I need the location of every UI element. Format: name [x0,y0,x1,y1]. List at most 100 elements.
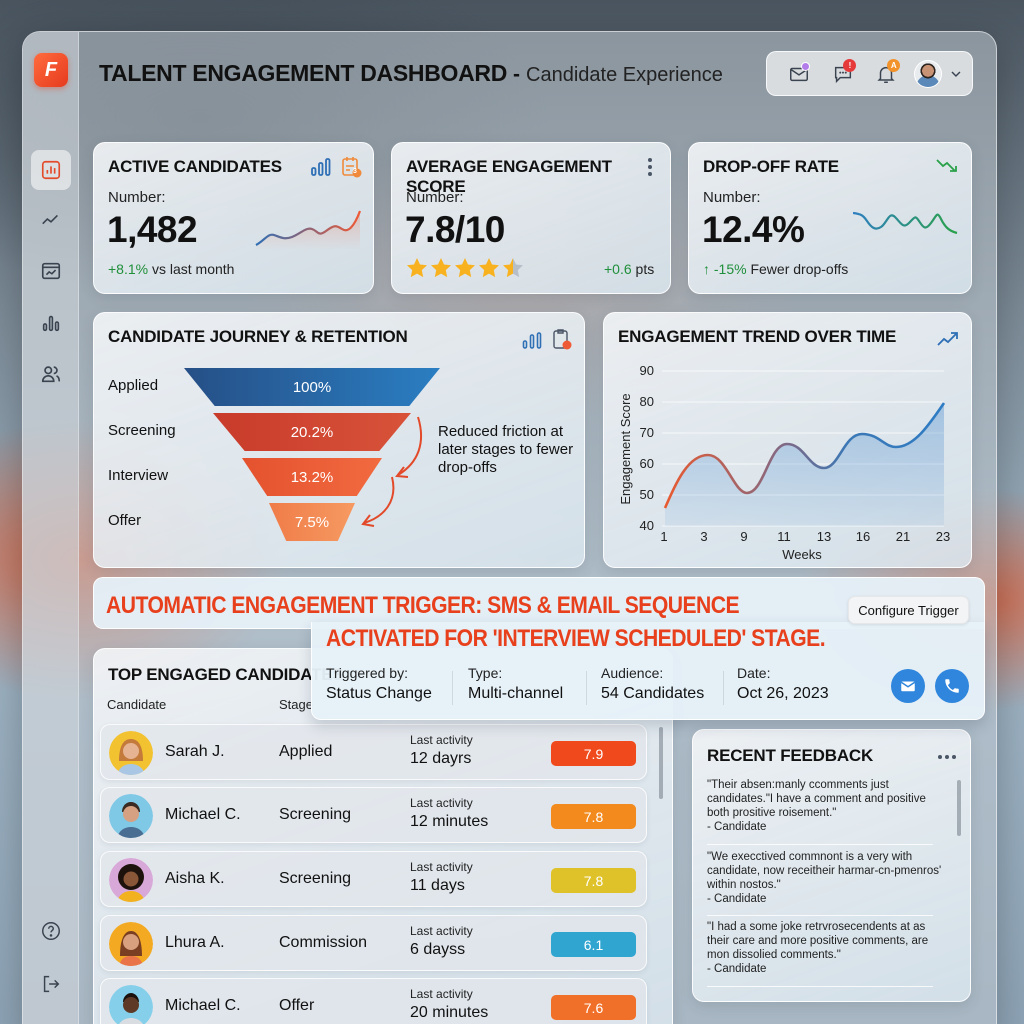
bar-chart-icon[interactable] [522,331,542,349]
candidate-row[interactable]: Michael C. Offer Last activity 20 minute… [100,978,647,1024]
card-title: ENGAGEMENT TREND OVER TIME [618,327,897,346]
candidate-stage: Applied [279,743,333,760]
notifications-button[interactable]: A [864,58,908,89]
calendar-clipboard-icon[interactable] [340,155,362,179]
chat-button[interactable]: ! [821,58,865,89]
dashboard-title: TALENT ENGAGEMENT DASHBOARD [99,60,508,86]
candidate-stage: Offer [279,997,315,1014]
last-activity-value: 20 minutes [410,1004,489,1021]
sidebar-item-analytics[interactable] [31,303,71,343]
sidebar-item-dashboard[interactable] [31,150,71,190]
title-separator: - [513,63,521,86]
funnel-segment-interview[interactable]: 13.2% [242,458,382,496]
kpi-value: 12.4% [702,209,805,250]
trend-line-icon [42,214,59,225]
candidate-row[interactable]: Michael C. Screening Last activity 12 mi… [100,787,647,843]
svg-text:Weeks: Weeks [782,547,822,562]
last-activity-value: 11 days [410,877,465,894]
score-badge: 7.8 [551,868,636,893]
logout-button[interactable] [31,964,71,1004]
svg-text:50: 50 [640,487,654,502]
candidate-name: Sarah J. [165,743,225,760]
sidebar-item-reports[interactable] [31,251,71,291]
feedback-text: "I had a some joke retrvrosecendents at … [707,921,929,961]
star-rating-icon [407,258,523,278]
card-title: TOP ENGAGED CANDIDATES [108,665,344,684]
call-button[interactable] [935,669,969,703]
chat-badge: ! [843,58,857,72]
last-activity-label: Last activity [410,860,473,874]
last-activity-value: 12 minutes [410,813,489,830]
user-avatar[interactable] [914,59,943,88]
avatar [109,794,153,838]
candidate-stage: Screening [279,806,352,823]
last-activity-label: Last activity [410,796,473,810]
kpi-delta: ↑ -15% Fewer drop-offs [703,261,849,277]
messages-button[interactable] [777,59,821,89]
svg-text:80: 80 [640,394,654,409]
svg-text:90: 90 [640,363,654,378]
clipboard-badge: 3 [353,168,357,175]
chart-window-icon [41,262,61,280]
last-activity-label: Last activity [410,733,473,747]
logout-icon [43,975,60,993]
funnel-label-interview: Interview [108,467,169,484]
candidate-row[interactable]: Lhura A. Commission Last activity 6 days… [100,915,647,971]
scrollbar[interactable] [957,780,961,836]
kpi-drop-off-rate: DROP-OFF RATE Number: 12.4% ↑ -15% Fewer… [688,142,972,294]
mail-icon [900,681,916,692]
trigger-headline: AUTOMATIC ENGAGEMENT TRIGGER: SMS & EMAI… [106,592,740,619]
sidebar: F [23,32,79,1024]
svg-text:60: 60 [640,456,654,471]
phone-icon [945,679,959,693]
meta-type: Type: Multi-channel [468,665,564,702]
score-badge: 7.8 [551,804,636,829]
chevron-down-icon[interactable] [950,68,962,80]
last-activity-value: 12 dayrs [410,750,472,767]
recent-feedback-card: RECENT FEEDBACK "Their absen:manly ccomm… [692,729,971,1002]
funnel-segment-screening[interactable]: 20.2% [213,413,411,451]
sidebar-item-trends[interactable] [31,200,71,240]
dashboard-subtitle: Candidate Experience [526,64,723,86]
feedback-author: - Candidate [707,893,767,905]
meta-triggered-by: Triggered by: Status Change [326,665,432,702]
avatar [109,731,153,775]
more-vertical-icon[interactable] [645,157,655,177]
funnel-segment-applied[interactable]: 100% [184,368,440,406]
funnel-note: Reduced friction at later stages to fewe… [438,423,574,476]
feedback-item: "We execctived commnont is a very with c… [707,850,947,906]
svg-text:11: 11 [777,529,791,544]
more-horizontal-icon[interactable] [937,754,957,760]
trend-up-icon[interactable] [937,331,959,347]
configure-trigger-button[interactable]: Configure Trigger [848,596,969,624]
card-title: ACTIVE CANDIDATES [108,157,282,176]
svg-text:9: 9 [740,529,747,544]
candidate-row[interactable]: Sarah J. Applied Last activity 12 dayrs … [100,724,647,780]
candidate-row[interactable]: Aisha K. Screening Last activity 11 days… [100,851,647,907]
engagement-trend-card: ENGAGEMENT TREND OVER TIME 90 80 70 60 50 40… [603,312,972,568]
divider [452,671,453,705]
divider [723,671,724,705]
clipboard-icon[interactable] [552,327,572,351]
score-badge: 6.1 [551,932,636,957]
feedback-author: - Candidate [707,963,767,975]
funnel-label-applied: Applied [108,377,159,394]
kpi-value: 1,482 [107,209,198,250]
trend-down-icon[interactable] [936,158,958,174]
funnel-segment-offer[interactable]: 7.5% [269,503,355,541]
scrollbar[interactable] [659,727,663,799]
bar-chart-icon[interactable] [310,157,332,177]
meta-audience: Audience: 54 Candidates [601,665,705,702]
help-icon [42,922,60,940]
app-logo[interactable]: F [34,53,68,87]
email-button[interactable] [891,669,925,703]
card-title: RECENT FEEDBACK [707,746,874,765]
card-title: CANDIDATE JOURNEY & RETENTION [108,327,408,346]
divider [586,671,587,705]
meta-date: Date: Oct 26, 2023 [737,665,829,702]
funnel-label-screening: Screening [108,422,176,439]
help-button[interactable] [31,911,71,951]
mail-icon [789,67,808,81]
sidebar-item-candidates[interactable] [31,354,71,394]
svg-text:1: 1 [660,529,667,544]
